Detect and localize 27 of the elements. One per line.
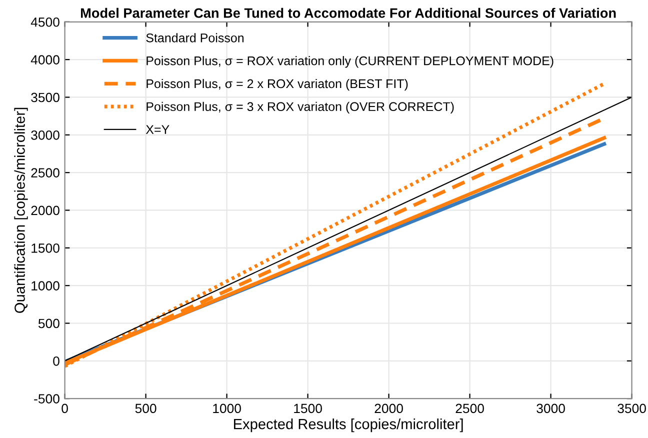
x-tick-label: 2000 bbox=[374, 404, 403, 414]
y-tick-label: 3500 bbox=[31, 92, 60, 102]
x-tick-label: 500 bbox=[135, 404, 156, 414]
x-tick-label: 1500 bbox=[294, 404, 322, 414]
x-tick-label: 0 bbox=[62, 404, 68, 414]
y-axis-title: Quantification [copies/microliter] bbox=[14, 108, 28, 313]
x-tick-label: 3000 bbox=[536, 404, 565, 414]
y-tick-label: 0 bbox=[53, 356, 60, 366]
y-tick-label: 4500 bbox=[30, 17, 60, 27]
legend-label: Standard Poisson bbox=[146, 33, 244, 42]
y-tick-label: 500 bbox=[38, 318, 60, 328]
y-tick-label: 2000 bbox=[31, 206, 60, 216]
x-tick-label: 3500 bbox=[618, 404, 646, 414]
legend-label: X=Y bbox=[146, 125, 170, 134]
legend-label: Poisson Plus, σ = 2 x ROX variaton (BEST FIT) bbox=[146, 78, 408, 91]
y-tick-label: 3000 bbox=[31, 130, 60, 140]
y-tick-label: 4000 bbox=[30, 55, 60, 64]
x-axis-title: Expected Results [copies/microliter] bbox=[234, 418, 463, 432]
x-tick-label: 1000 bbox=[213, 404, 241, 414]
chart-title: Model Parameter Can Be Tuned to Accomodate For Additional Sources of Variation bbox=[80, 8, 616, 18]
legend-label: Poisson Plus, σ = ROX variation only (CURRENT DEPLOYMENT MODE) bbox=[146, 56, 554, 68]
y-tick-label: 1500 bbox=[32, 243, 60, 253]
x-tick-label: 2500 bbox=[456, 404, 484, 414]
legend-label: Poisson Plus, σ = 3 x ROX variaton (OVER CORRECT) bbox=[146, 102, 454, 114]
y-tick-label: 2500 bbox=[31, 168, 60, 178]
y-tick-label: -500 bbox=[34, 394, 60, 404]
y-tick-label: 1000 bbox=[32, 281, 60, 290]
